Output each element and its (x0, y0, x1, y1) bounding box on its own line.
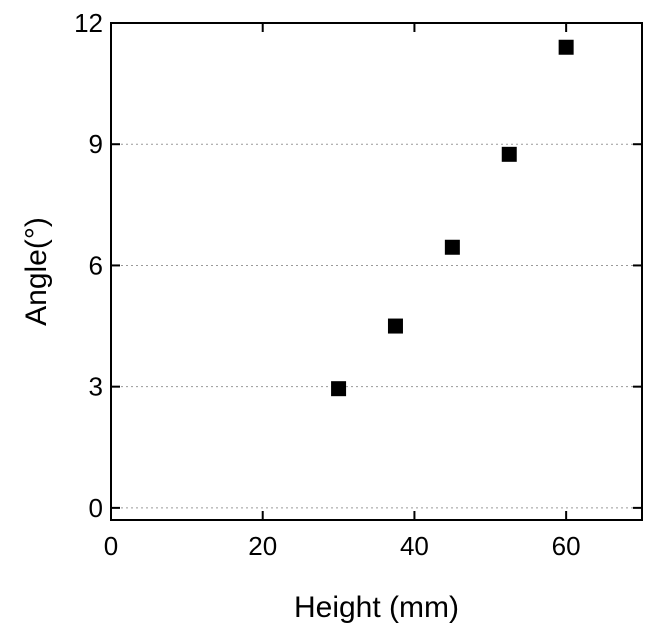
y-tick-label: 6 (89, 250, 103, 280)
data-point (444, 239, 460, 255)
data-point (331, 381, 347, 397)
y-tick-label: 12 (74, 8, 103, 38)
axis-ticks: 0 3 6 9 12 0 20 40 60 (74, 8, 642, 561)
x-tick-label: 40 (400, 531, 429, 561)
y-tick-label: 3 (89, 372, 103, 402)
y-tick-label: 0 (89, 493, 103, 523)
data-point (501, 146, 517, 162)
data-point (387, 318, 403, 334)
y-tick-label: 9 (89, 129, 103, 159)
data-points (331, 39, 574, 397)
y-axis-title: Angle(°) (20, 217, 53, 326)
grid-lines (111, 22, 642, 509)
data-point (558, 39, 574, 55)
x-tick-label: 20 (248, 531, 277, 561)
plot-frame (110, 22, 643, 521)
x-axis-title: Height (mm) (294, 591, 459, 624)
x-tick-label: 0 (104, 531, 118, 561)
x-tick-label: 60 (552, 531, 581, 561)
